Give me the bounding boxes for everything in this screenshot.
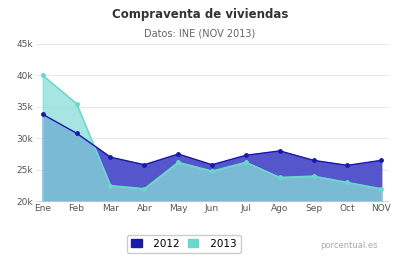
Legend:  2012,  2013: 2012, 2013 [127,235,240,253]
Text: Datos: INE (NOV 2013): Datos: INE (NOV 2013) [144,28,256,38]
Text: porcentual.es: porcentual.es [320,241,378,250]
Text: Compraventa de viviendas: Compraventa de viviendas [112,8,288,21]
